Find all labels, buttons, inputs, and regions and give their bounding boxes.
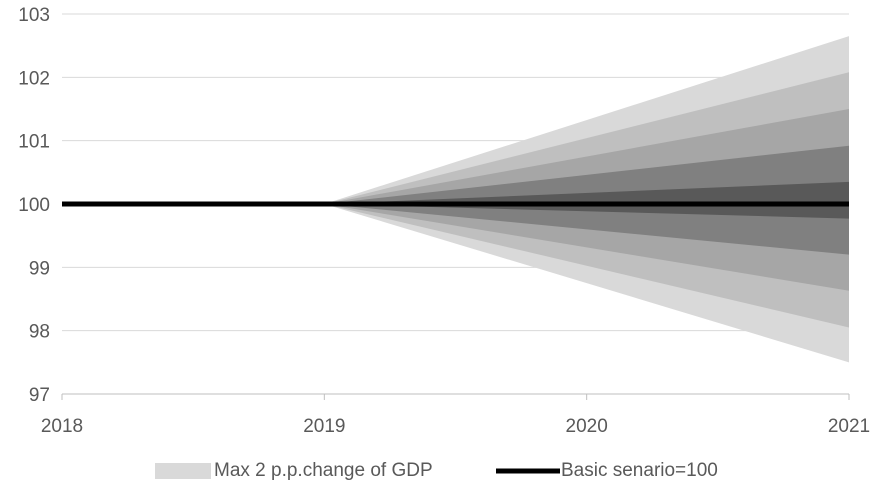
fan-bands: [324, 36, 849, 363]
axes: 97 98 99 100 101 102 103 2018 2019 2020 2021: [18, 5, 870, 437]
legend-label-baseline: Basic senario=100: [561, 460, 718, 481]
legend: Max 2 p.p.change of GDP Basic senario=100: [155, 460, 718, 481]
x-tick-label: 2021: [828, 416, 870, 437]
y-tick-label: 98: [29, 322, 50, 343]
x-tick-label: 2018: [41, 416, 83, 437]
legend-swatch-fan: [155, 463, 211, 479]
y-tick-label: 97: [29, 385, 50, 406]
y-tick-label: 100: [18, 195, 50, 216]
y-tick-label: 101: [18, 132, 50, 153]
y-tick-label: 103: [18, 5, 50, 26]
x-tick-label: 2019: [303, 416, 345, 437]
y-tick-label: 102: [18, 68, 50, 89]
fan-band: [324, 181, 849, 219]
y-tick-label: 99: [29, 258, 50, 279]
x-tick-label: 2020: [566, 416, 608, 437]
legend-label-fan: Max 2 p.p.change of GDP: [214, 460, 433, 481]
